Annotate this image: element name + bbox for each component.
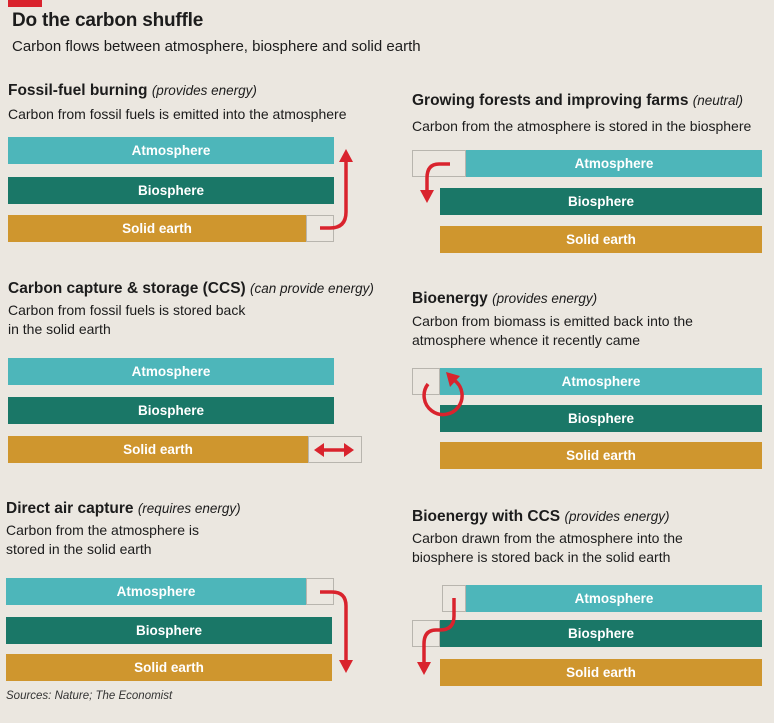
panel-title-text: Bioenergy with CCS bbox=[412, 508, 561, 525]
panel-title-text: Growing forests and improving farms bbox=[412, 92, 689, 109]
panel-title-text: Bioenergy bbox=[412, 290, 488, 307]
solid-earth-bar: Solid earth bbox=[440, 659, 762, 686]
panel-description: Carbon from biomass is emitted back into… bbox=[412, 312, 693, 350]
atmosphere-bar: Atmosphere bbox=[440, 368, 762, 395]
panel-bioenergy-with-ccs: Bioenergy with CCS (provides energy) Car… bbox=[412, 508, 772, 723]
panel-description: Carbon from the atmosphere is stored in … bbox=[412, 117, 751, 136]
atmosphere-slot bbox=[412, 368, 440, 395]
solid-earth-bar: Solid earth bbox=[440, 442, 762, 469]
panel-description: Carbon from the atmosphere is stored in … bbox=[6, 521, 199, 559]
biosphere-bar: Biosphere bbox=[440, 188, 762, 215]
panel-title: Bioenergy (provides energy) bbox=[412, 290, 597, 308]
two-way-arrow-icon bbox=[314, 443, 354, 457]
atmosphere-bar: Atmosphere bbox=[8, 137, 334, 164]
panel-title: Direct air capture (requires energy) bbox=[6, 500, 241, 518]
atmosphere-bar: Atmosphere bbox=[466, 585, 762, 612]
biosphere-bar: Biosphere bbox=[440, 620, 762, 647]
biosphere-bar: Biosphere bbox=[8, 177, 334, 204]
atmosphere-bar: Atmosphere bbox=[466, 150, 762, 177]
atmosphere-bar: Atmosphere bbox=[6, 578, 306, 605]
cycle-arrow-icon bbox=[422, 372, 464, 417]
panel-note: (provides energy) bbox=[492, 291, 598, 306]
brand-tag bbox=[8, 0, 42, 7]
solid-earth-bar: Solid earth bbox=[6, 654, 332, 681]
panel-title: Growing forests and improving farms (neu… bbox=[412, 92, 743, 110]
desc-line: Carbon from fossil fuels is stored back bbox=[8, 302, 246, 318]
panel-note: (provides energy) bbox=[151, 83, 257, 98]
biosphere-bar: Biosphere bbox=[8, 397, 334, 424]
desc-line: stored in the solid earth bbox=[6, 541, 152, 557]
desc-line: atmosphere whence it recently came bbox=[412, 332, 640, 348]
desc-line: Carbon from the atmosphere is bbox=[6, 522, 199, 538]
panel-title: Carbon capture & storage (CCS) (can prov… bbox=[8, 280, 374, 298]
panel-bioenergy: Bioenergy (provides energy) Carbon from … bbox=[412, 290, 772, 505]
atmosphere-bar: Atmosphere bbox=[8, 358, 334, 385]
desc-line: Carbon drawn from the atmosphere into th… bbox=[412, 530, 683, 546]
panel-description: Carbon from fossil fuels is stored back … bbox=[8, 301, 245, 339]
panel-carbon-capture-storage: Carbon capture & storage (CCS) (can prov… bbox=[8, 280, 374, 495]
page-title: Do the carbon shuffle bbox=[12, 10, 204, 31]
panel-note: (can provide energy) bbox=[250, 281, 374, 296]
desc-line: in the solid earth bbox=[8, 321, 111, 337]
flow-arrow-icon bbox=[320, 590, 353, 673]
desc-line: Carbon from biomass is emitted back into… bbox=[412, 313, 693, 329]
page-subtitle: Carbon flows between atmosphere, biosphe… bbox=[12, 38, 421, 55]
biosphere-bar: Biosphere bbox=[440, 405, 762, 432]
panel-title-text: Direct air capture bbox=[6, 500, 134, 517]
panel-fossil-fuel-burning: Fossil-fuel burning (provides energy) Ca… bbox=[8, 82, 368, 297]
desc-line: Carbon from fossil fuels is emitted into… bbox=[8, 106, 347, 122]
panel-direct-air-capture: Direct air capture (requires energy) Car… bbox=[6, 500, 366, 715]
panel-note: (provides energy) bbox=[564, 509, 670, 524]
solid-earth-bar: Solid earth bbox=[440, 226, 762, 253]
panel-note: (requires energy) bbox=[137, 501, 241, 516]
desc-line: biosphere is stored back in the solid ea… bbox=[412, 549, 671, 565]
biosphere-bar: Biosphere bbox=[6, 617, 332, 644]
panel-title: Fossil-fuel burning (provides energy) bbox=[8, 82, 257, 100]
atmosphere-slot bbox=[412, 150, 466, 177]
biosphere-slot bbox=[412, 620, 440, 647]
panel-title: Bioenergy with CCS (provides energy) bbox=[412, 508, 670, 526]
solid-earth-slot bbox=[308, 436, 362, 463]
solid-earth-bar: Solid earth bbox=[8, 436, 308, 463]
panel-title-text: Carbon capture & storage (CCS) bbox=[8, 280, 246, 297]
flow-arrow-icon bbox=[417, 598, 456, 675]
panel-description: Carbon drawn from the atmosphere into th… bbox=[412, 529, 683, 567]
flow-arrow-icon bbox=[320, 149, 353, 230]
solid-earth-bar: Solid earth bbox=[8, 215, 306, 242]
desc-line: Carbon from the atmosphere is stored in … bbox=[412, 118, 752, 134]
panel-growing-forests: Growing forests and improving farms (neu… bbox=[412, 92, 772, 307]
panel-description: Carbon from fossil fuels is emitted into… bbox=[8, 105, 347, 124]
panel-note: (neutral) bbox=[692, 93, 744, 108]
panel-title-text: Fossil-fuel burning bbox=[8, 82, 148, 99]
flow-arrow-icon bbox=[420, 162, 450, 203]
sources-note: Sources: Nature; The Economist bbox=[6, 690, 173, 702]
